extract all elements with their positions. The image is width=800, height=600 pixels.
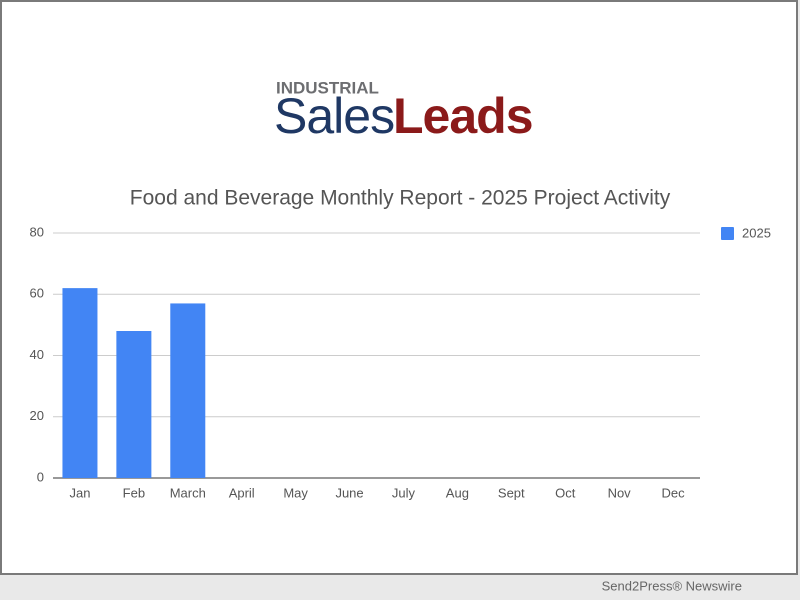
x-tick-label: Nov (608, 485, 632, 500)
y-tick-label: 40 (30, 347, 44, 362)
bar (116, 331, 152, 478)
x-tick-label: July (392, 485, 416, 500)
x-tick-label: Feb (123, 485, 145, 500)
bar (62, 288, 98, 478)
y-tick-label: 80 (30, 224, 44, 239)
x-tick-label: March (170, 485, 206, 500)
logo-right: Leads (393, 88, 533, 144)
logo-left: Sales (274, 88, 394, 144)
legend-label: 2025 (742, 225, 771, 240)
y-tick-label: 20 (30, 408, 44, 423)
x-tick-label: Sept (498, 485, 525, 500)
y-tick-label: 60 (30, 286, 44, 301)
y-tick-label: 0 (37, 469, 44, 484)
x-tick-label: Aug (446, 485, 469, 500)
logo-top: INDUSTRIAL (276, 78, 379, 97)
x-tick-label: June (335, 485, 363, 500)
x-tick-label: Jan (69, 485, 90, 500)
x-tick-label: Oct (555, 485, 576, 500)
footer: Send2Press® Newswire (602, 578, 742, 593)
x-tick-label: Dec (661, 485, 685, 500)
legend-swatch (721, 227, 734, 240)
chart-title: Food and Beverage Monthly Report - 2025 … (130, 187, 671, 210)
bar (170, 303, 206, 478)
x-tick-label: April (229, 485, 255, 500)
x-tick-label: May (283, 485, 308, 500)
